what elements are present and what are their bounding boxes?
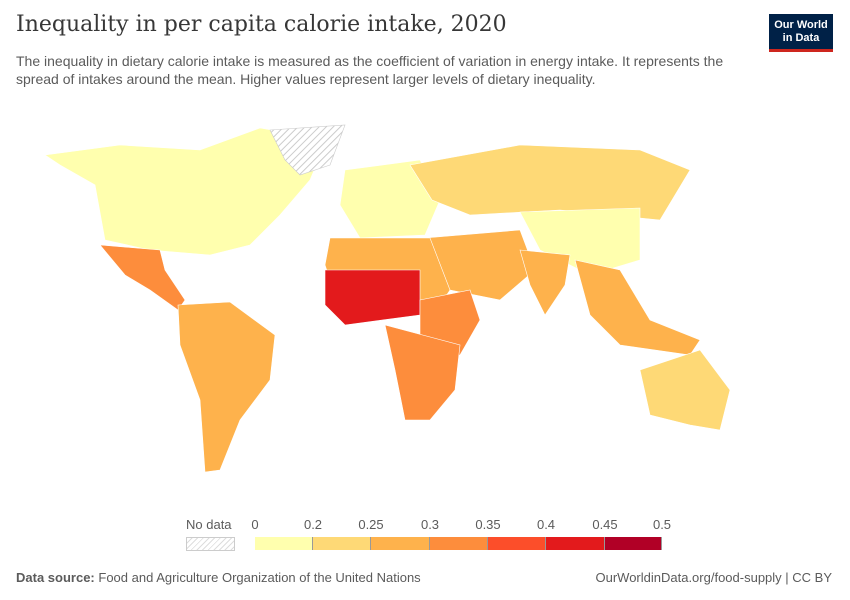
legend-bin: [255, 537, 313, 550]
world-map: [44, 124, 731, 473]
legend-tick: 0.4: [536, 517, 556, 532]
legend-tick: 0: [251, 517, 259, 532]
legend-bin: [371, 537, 430, 550]
footer-link[interactable]: OurWorldinData.org/food-supply | CC BY: [595, 570, 832, 585]
region-north-america[interactable]: [44, 127, 331, 256]
color-legend: No data 0 0.2 0.25 0.3 0.35 0.4 0.45 0.5: [0, 515, 850, 555]
region-southeast-asia[interactable]: [574, 259, 701, 356]
region-mexico-central-america[interactable]: [99, 244, 186, 311]
region-europe[interactable]: [339, 159, 441, 239]
legend-tick: 0.45: [592, 517, 618, 532]
region-southern-africa[interactable]: [384, 324, 461, 421]
legend-tick: 0.25: [358, 517, 384, 532]
owid-logo[interactable]: Our World in Data: [769, 14, 833, 52]
region-greenland[interactable]: [269, 124, 346, 176]
legend-no-data-label: No data: [186, 517, 232, 532]
data-source: Data source: Food and Agriculture Organi…: [16, 570, 421, 585]
region-india[interactable]: [519, 249, 571, 316]
legend-tick: 0.3: [420, 517, 440, 532]
legend-bin: [313, 537, 371, 550]
region-china[interactable]: [519, 207, 641, 276]
legend-bin: [546, 537, 605, 550]
legend-tick: 0.5: [652, 517, 672, 532]
region-australia[interactable]: [639, 349, 731, 431]
legend-bin: [488, 537, 546, 550]
legend-tick: 0.2: [303, 517, 323, 532]
legend-bin: [605, 537, 662, 550]
region-russia[interactable]: [409, 144, 691, 221]
legend-bin: [430, 537, 488, 550]
legend-tick: 0.35: [475, 517, 501, 532]
source-label: Data source:: [16, 570, 95, 585]
page-title: Inequality in per capita calorie intake,…: [16, 12, 507, 37]
legend-no-data-swatch: [186, 537, 235, 551]
region-south-america[interactable]: [177, 301, 276, 473]
source-text: Food and Agriculture Organization of the…: [98, 570, 421, 585]
region-west-africa[interactable]: [324, 269, 421, 326]
page-subtitle: The inequality in dietary calorie intake…: [16, 53, 724, 87]
